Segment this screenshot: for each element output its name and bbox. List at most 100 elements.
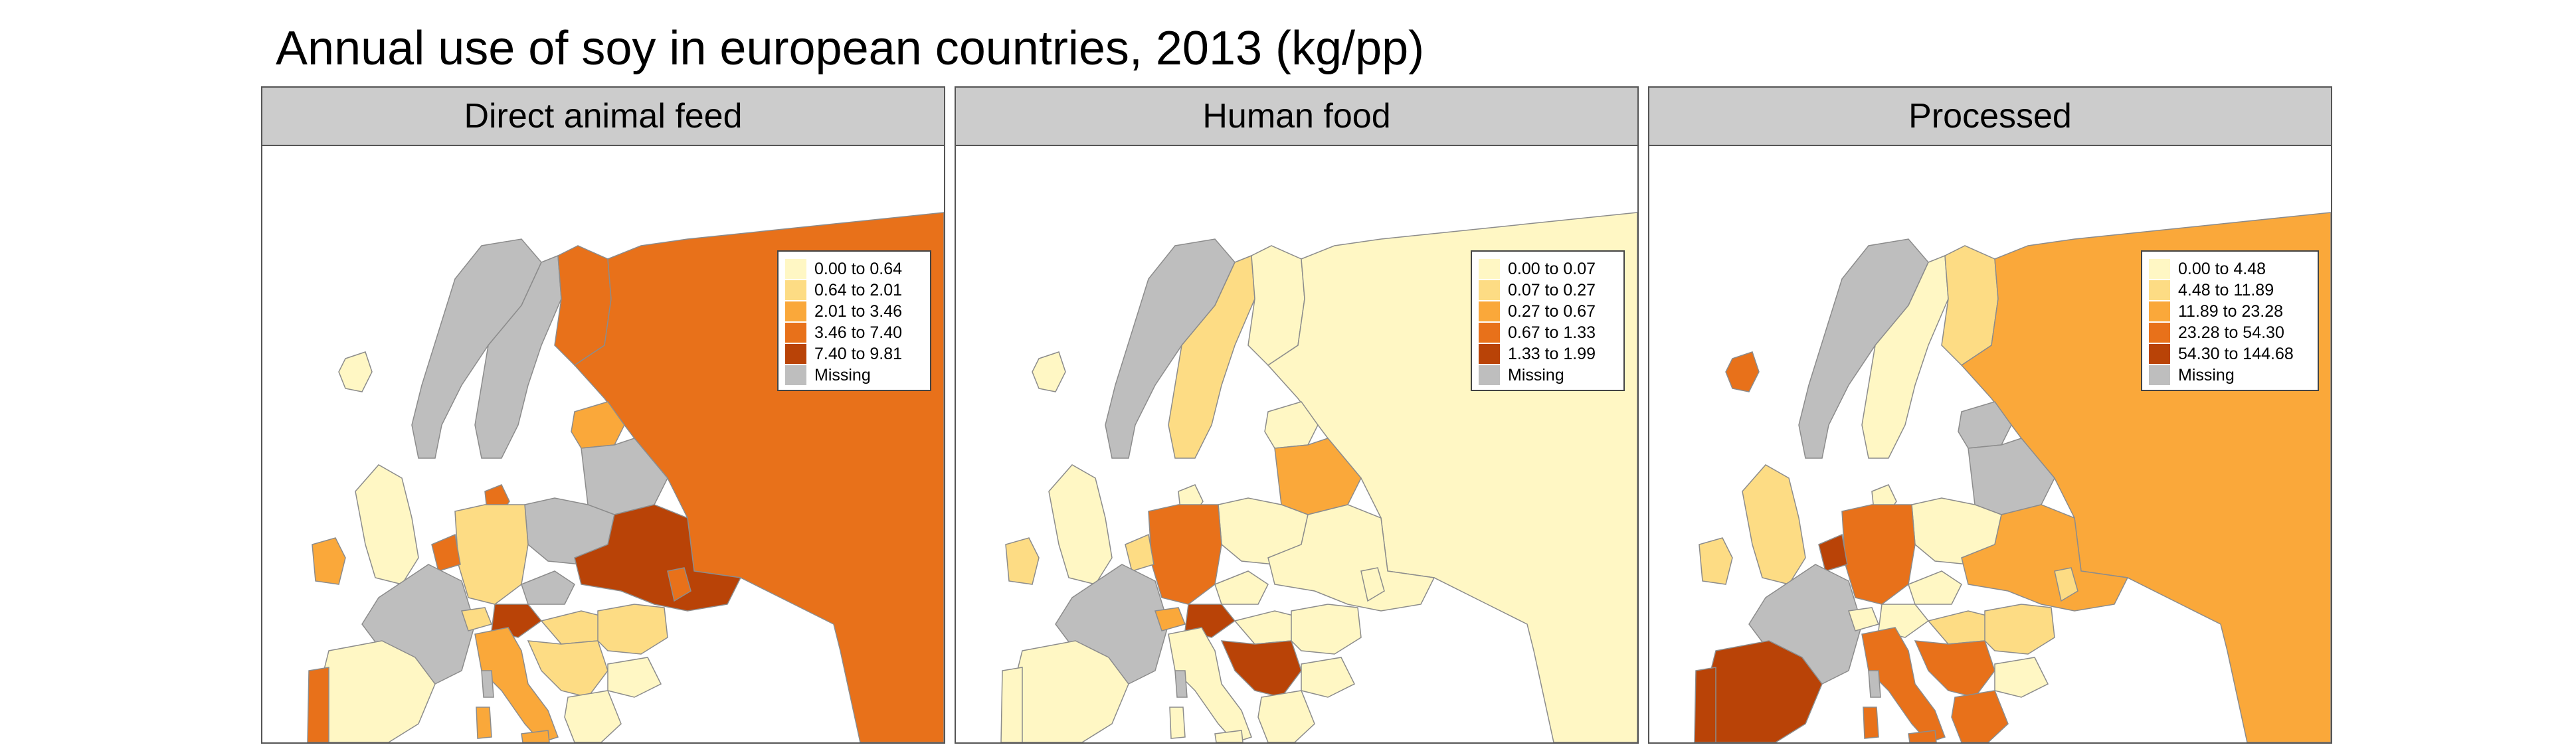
legend-swatch [1479,365,1500,385]
legend-swatch [2149,280,2170,300]
legend-entry: 11.89 to 23.28 [2149,301,2311,322]
legend-label: Missing [2178,365,2235,384]
country-sweden [474,254,562,459]
country-sicily [1908,730,1937,742]
panel-title: Processed [1649,88,2331,146]
country-sardinia [1863,707,1879,739]
legend-label: 2.01 to 3.46 [814,301,903,321]
country-balkans [527,640,608,698]
legend-swatch [2149,301,2170,321]
legend-label: 1.33 to 1.99 [1508,344,1596,363]
country-iceland [338,351,373,392]
map-area [1649,146,2331,742]
country-ukraine [574,504,742,612]
legend-label: Missing [1508,365,1564,384]
legend-swatch [1479,280,1500,300]
country-moldova [667,567,691,602]
country-uk [1742,464,1806,585]
country-portugal [1694,667,1716,742]
legend-swatch [1479,323,1500,343]
country-sweden [1861,254,1949,459]
legend-entry: Missing [785,365,923,386]
legend-label: 0.64 to 2.01 [814,280,903,299]
country-norway [411,238,542,459]
country-greece [564,690,622,742]
choropleth-map [307,212,944,742]
country-corsica [1174,670,1188,698]
legend-entry: 0.07 to 0.27 [1479,280,1617,301]
legend-entry: Missing [2149,365,2311,386]
legend: 0.00 to 4.48 4.48 to 11.89 11.89 to 23.28 2… [2141,250,2319,391]
country-bulgaria [607,657,662,698]
country-switzerland [1848,607,1880,631]
country-iceland [1032,351,1066,392]
panel-direct-animal-feed: Direct animal feed 0.00 to 0.64 0.64 to 2… [261,86,945,744]
legend-entry: 23.28 to 54.30 [2149,322,2311,343]
country-germany [454,504,529,605]
country-uk [355,464,419,585]
legend-label: 4.48 to 11.89 [2178,280,2274,299]
legend-swatch [785,280,806,300]
country-corsica [481,670,494,698]
map-area [956,146,1637,742]
country-italy [1861,627,1946,742]
country-greece [1257,690,1315,742]
panel-processed: Processed 0.00 to 4.48 4.48 to 11.89 11.89… [1648,86,2332,744]
country-portugal [1000,667,1023,742]
panel-title: Direct animal feed [262,88,944,146]
country-sicily [521,730,550,742]
country-iceland [1725,351,1760,392]
legend-label: 0.00 to 0.64 [814,259,903,278]
country-moldova [2054,567,2078,602]
legend-label: 0.00 to 4.48 [2178,259,2266,278]
legend-label: Missing [814,365,871,384]
country-norway [1798,238,1929,459]
legend: 0.00 to 0.07 0.07 to 0.27 0.27 to 0.67 0.67… [1471,250,1625,391]
legend-entry: 0.00 to 0.07 [1479,258,1617,280]
legend-entry: 4.48 to 11.89 [2149,280,2311,301]
country-balkans [1914,640,1995,698]
legend-entry: 54.30 to 144.68 [2149,343,2311,365]
panel-human-food: Human food 0.00 to 0.07 0.07 to 0.27 0.27 … [955,86,1639,744]
panel-title: Human food [956,88,1637,146]
country-bulgaria [1301,657,1356,698]
country-sweden [1168,254,1255,459]
legend-label: 23.28 to 54.30 [2178,323,2284,342]
country-moldova [1360,567,1385,602]
country-benelux [1818,533,1848,572]
legend-swatch [2149,259,2170,279]
country-romania [1291,604,1362,655]
country-ireland [1005,537,1040,585]
country-uk [1048,464,1113,585]
country-sardinia [1169,707,1186,739]
choropleth-map [1694,212,2331,742]
country-switzerland [1154,607,1186,631]
legend-label: 7.40 to 9.81 [814,344,903,363]
legend-label: 0.00 to 0.07 [1508,259,1596,278]
country-germany [1148,504,1222,605]
legend-entry: 7.40 to 9.81 [785,343,923,365]
country-switzerland [461,607,493,631]
legend-entry: 0.00 to 4.48 [2149,258,2311,280]
legend-swatch [785,259,806,279]
country-sicily [1214,730,1243,742]
legend-swatch [2149,344,2170,364]
country-germany [1841,504,1916,605]
country-balkans [1220,640,1302,698]
country-romania [1984,604,2055,655]
legend-swatch [2149,323,2170,343]
country-benelux [431,533,461,572]
country-portugal [307,667,329,742]
legend-swatch [1479,259,1500,279]
legend-label: 0.07 to 0.27 [1508,280,1596,299]
legend: 0.00 to 0.64 0.64 to 2.01 2.01 to 3.46 3.46… [777,250,931,391]
legend-entry: 2.01 to 3.46 [785,301,923,322]
country-czech [521,570,575,605]
country-ukraine [1961,504,2129,612]
country-greece [1951,690,2009,742]
legend-entry: 0.67 to 1.33 [1479,322,1617,343]
legend-entry: 3.46 to 7.40 [785,322,923,343]
legend-swatch [2149,365,2170,385]
choropleth-map [1000,212,1637,742]
